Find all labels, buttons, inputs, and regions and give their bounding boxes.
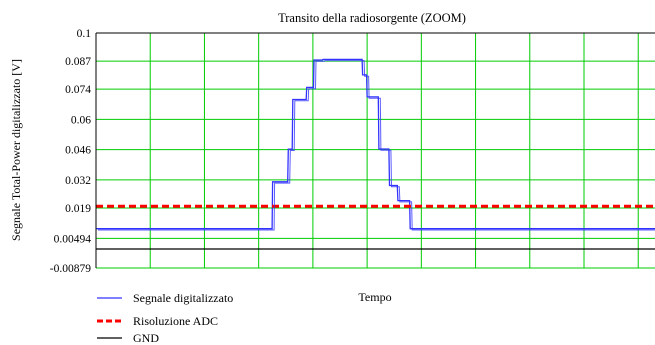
series-lines (96, 58, 655, 250)
legend-label: Segnale digitalizzato (133, 291, 233, 305)
legend-label: Risoluzione ADC (133, 314, 218, 328)
series-line-0 (96, 58, 655, 230)
y-tick-label: 0.1 (77, 28, 92, 40)
y-tick-label: 0.00494 (54, 233, 92, 245)
y-tick-label: 0.046 (65, 145, 91, 157)
legend-label: GND (133, 331, 159, 345)
y-tick-label: 0.06 (71, 114, 91, 126)
y-tick-label: 0.087 (65, 56, 91, 68)
plot-area (96, 33, 655, 268)
y-tick-label: 0.074 (65, 84, 91, 96)
chart-title: Transito della radiosorgente (ZOOM) (278, 11, 466, 25)
y-axis-label: Segnale Total-Power digitalizzato [V] (9, 59, 23, 241)
grid (96, 32, 655, 269)
y-tick-label: 0.032 (65, 175, 91, 187)
legend: Segnale digitalizzato Risoluzione ADC GND (97, 291, 233, 345)
plot-frame (95, 32, 655, 268)
x-axis-label: Tempo (358, 290, 391, 304)
series-line-0-trace (98, 60, 655, 231)
y-tick-label: 0.019 (65, 203, 91, 215)
y-tick-labels: 0.1 0.087 0.074 0.06 0.046 0.032 0.019 0.00494 -… (50, 28, 91, 275)
y-tick-label: -0.00879 (50, 263, 91, 275)
